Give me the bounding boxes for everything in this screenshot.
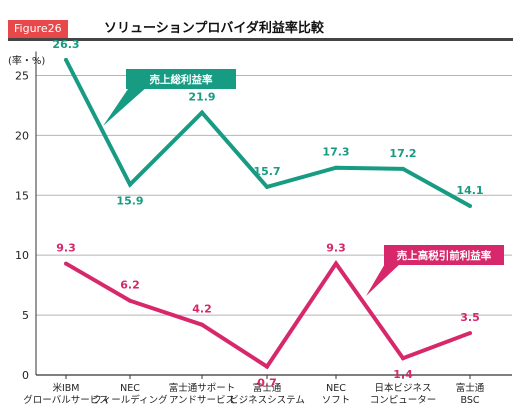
header-rule xyxy=(8,38,513,41)
gross-margin-point xyxy=(468,204,472,209)
pretax-margin-callout: 売上高税引前利益率 xyxy=(366,245,504,296)
gridlines xyxy=(36,74,512,316)
pretax-margin-data-label: 0.7 xyxy=(257,377,277,390)
figure-title: ソリューションプロバイダ利益率比較 xyxy=(104,21,324,36)
gross-margin-data-label: 15.7 xyxy=(253,165,280,178)
pretax-margin-point xyxy=(468,331,472,336)
pretax-margin-point xyxy=(401,356,405,361)
pretax-margin-data-label: 9.3 xyxy=(326,242,346,255)
gross-margin-callout-box xyxy=(126,69,236,89)
gross-margin-data-label: 15.9 xyxy=(116,194,143,207)
gross-margin-callout-label: 売上総利益率 xyxy=(150,73,213,86)
y-tick-label: 25 xyxy=(15,69,29,82)
pretax-margin-data-label: 4.2 xyxy=(192,303,212,316)
pretax-margin-callout-pointer xyxy=(366,262,402,296)
y-tick-label: 20 xyxy=(15,129,29,142)
y-tick-label: 5 xyxy=(22,309,29,322)
y-tick-label: 15 xyxy=(15,189,29,202)
pretax-margin-data-label: 1.4 xyxy=(393,368,413,381)
y-tick-label: 0 xyxy=(22,369,29,382)
pretax-margin-callout-box xyxy=(384,245,504,265)
x-category-label: 富士通ビジネスシステム xyxy=(229,382,305,406)
y-axis-unit-label: (率・%) xyxy=(8,54,45,67)
gross-margin-point xyxy=(200,110,204,115)
x-category-label: 富士通サポートアンドサービス xyxy=(169,382,236,406)
data-labels: 26.3 15.9 21.9 15.7 17.3 17.2 14.1 9.3 6.2 4.2 0.7… xyxy=(52,38,483,390)
figure-badge: Figure26 xyxy=(8,20,68,38)
gross-margin-callout: 売上総利益率 xyxy=(103,69,236,126)
gross-margin-data-label: 17.3 xyxy=(322,146,349,159)
x-category-label: NEC フィールディング xyxy=(92,383,168,406)
pretax-margin-point xyxy=(128,298,132,303)
pretax-margin-point xyxy=(64,261,68,266)
gross-margin-data-label: 21.9 xyxy=(188,91,215,104)
gross-margin-point xyxy=(64,57,68,62)
x-category-label: 米IBM グローバルサービス xyxy=(23,382,108,406)
x-category-label: NEC ソフト xyxy=(322,383,351,406)
pretax-margin-point xyxy=(334,261,338,266)
x-category-label: 日本ビジネスコンピューター xyxy=(370,382,437,406)
series-lines xyxy=(64,57,472,370)
gross-margin-point xyxy=(334,165,338,170)
figure-header: Figure26 ソリューションプロバイダ利益率比較 xyxy=(0,0,525,41)
pretax-margin-callout-label: 売上高税引前利益率 xyxy=(397,249,492,262)
pretax-margin-data-label: 9.3 xyxy=(56,242,76,255)
gross-margin-point xyxy=(265,184,269,189)
gross-margin-point xyxy=(128,182,132,187)
gross-margin-callout-pointer xyxy=(103,86,148,126)
gross-margin-data-label: 17.2 xyxy=(389,147,416,160)
gross-margin-point xyxy=(401,166,405,171)
pretax-margin-point xyxy=(265,364,269,369)
x-category-label: 富士通 BSC xyxy=(456,382,485,406)
pretax-margin-data-label: 6.2 xyxy=(120,279,140,292)
gross-margin-data-label: 26.3 xyxy=(52,38,79,51)
pretax-margin-point xyxy=(200,322,204,327)
pretax-margin-data-label: 3.5 xyxy=(460,311,480,324)
gross-margin-data-label: 14.1 xyxy=(456,184,483,197)
y-tick-label: 10 xyxy=(15,249,29,262)
